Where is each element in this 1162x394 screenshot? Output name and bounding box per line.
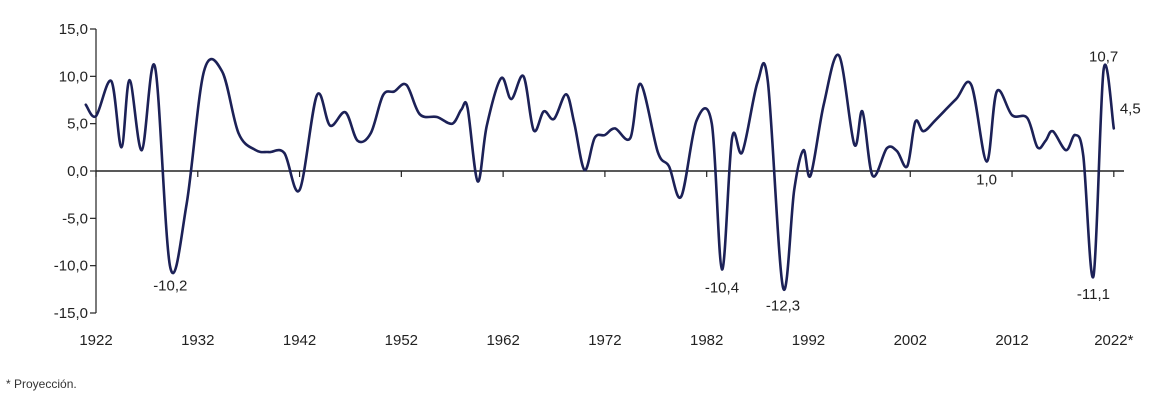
x-tick-label: 1972 [588,332,621,349]
x-tick-label: 2012 [995,332,1028,349]
data-label: 4,5 [1120,100,1141,117]
y-tick-label: -15,0 [54,305,88,322]
series-line [84,53,1116,292]
x-tick-label: 1922 [79,332,112,349]
y-tick-label: 0,0 [67,163,88,180]
data-label: -10,4 [705,279,739,296]
y-tick-label: -10,0 [54,258,88,275]
data-label: -12,3 [766,297,800,314]
x-tick-label: 1942 [283,332,316,349]
x-tick-label: 1962 [486,332,519,349]
x-tick-label: 2002 [894,332,927,349]
x-tick-label: 1932 [181,332,214,349]
x-tick-label: 1992 [792,332,825,349]
y-axis: 15,0 10,0 5,0 0,0 -5,0 -10,0 -15,0 [54,21,97,322]
data-label: 10,7 [1089,49,1118,66]
y-tick-label: 15,0 [59,21,88,38]
annotations: -10,2 -10,4 -12,3 1,0 -11,1 10,7 4,5 [153,49,1140,315]
x-tick-label: 1982 [690,332,723,349]
data-label: -11,1 [1077,286,1110,303]
y-tick-label: 10,0 [59,68,88,85]
x-axis: 1922 1932 1942 1952 1962 1972 1982 1992 2002 2012… [79,170,1134,349]
data-label: 1,0 [976,172,997,189]
y-tick-label: -5,0 [62,210,88,227]
x-tick-label: 1952 [385,332,418,349]
x-tick-label: 2022* [1094,332,1133,349]
data-label: -10,2 [153,278,187,295]
y-tick-label: 5,0 [67,116,88,133]
footnote: * Proyección. [6,377,77,391]
